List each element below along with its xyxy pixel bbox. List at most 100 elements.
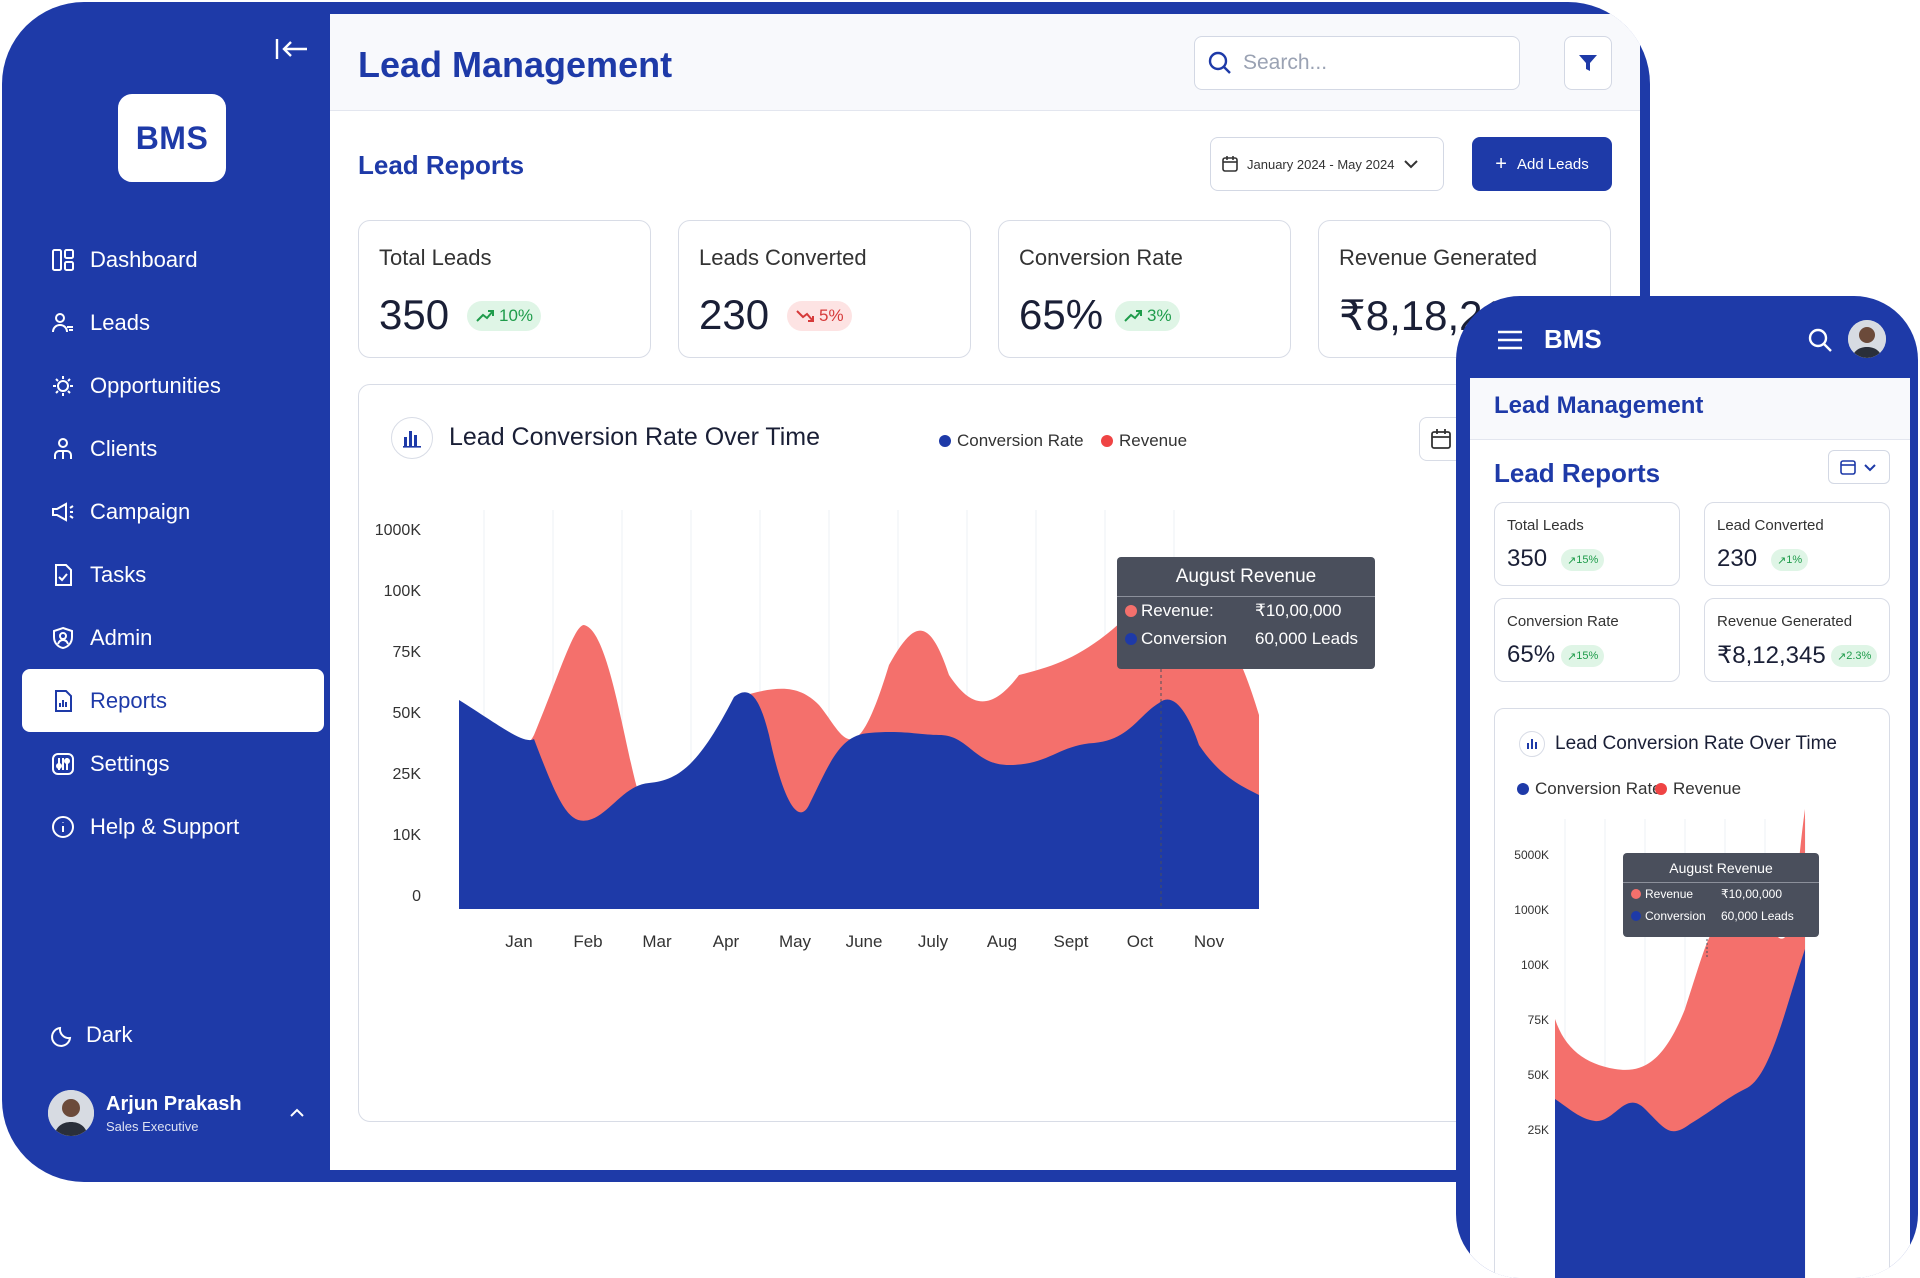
- sidebar-item-clients[interactable]: Clients: [22, 417, 324, 480]
- mobile-app: BMS Lead Management Lead Reports Total L…: [1456, 296, 1918, 1278]
- search-input[interactable]: [1243, 51, 1503, 75]
- x-tick-label: Sept: [1054, 932, 1089, 951]
- trend-badge: ↗ 15%: [1561, 549, 1605, 571]
- trend-badge: 5%: [787, 301, 852, 331]
- trend-badge: ↗ 15%: [1561, 645, 1605, 667]
- tooltip-row-revenue: Revenue ₹10,00,000: [1623, 883, 1819, 905]
- y-axis-ticks: 5000K 1000K 100K 75K 50K 25K: [1514, 848, 1549, 1137]
- trend-value: 15%: [1576, 650, 1599, 662]
- sidebar-item-dashboard[interactable]: Dashboard: [22, 228, 324, 291]
- trend-up-icon: ↗: [1567, 554, 1577, 567]
- conversion-area: [459, 692, 1259, 909]
- mobile-screen: Lead Management Lead Reports Total Leads…: [1470, 378, 1910, 1278]
- search-icon[interactable]: [1806, 326, 1834, 354]
- menu-icon[interactable]: [1496, 328, 1524, 352]
- y-tick-label: 1000K: [1514, 903, 1549, 917]
- stat-label: Revenue Generated: [1339, 245, 1538, 270]
- sidebar-item-settings[interactable]: Settings: [22, 732, 324, 795]
- x-tick-label: Apr: [713, 932, 740, 951]
- search-box[interactable]: [1194, 36, 1520, 90]
- stat-value: 65%: [1019, 291, 1104, 338]
- brand-logo: BMS: [118, 94, 226, 182]
- y-tick-label: 1000K: [375, 522, 422, 539]
- date-range-picker[interactable]: January 2024 - May 2024: [1210, 137, 1444, 191]
- y-tick-label: 10K: [393, 827, 422, 844]
- sidebar-item-label: Tasks: [90, 561, 147, 587]
- x-axis-ticks: Jan Feb Mar Apr May June July Aug Sept Oct Nov: [505, 932, 1224, 951]
- chart-tooltip: August Revenue Revenue: ₹10,00,000 Conver…: [1117, 557, 1375, 669]
- y-tick-label: 0: [412, 888, 421, 905]
- lightbulb-icon: [53, 375, 73, 396]
- chevron-up-icon[interactable]: [286, 1102, 308, 1124]
- filter-button[interactable]: [1564, 36, 1612, 90]
- sidebar-item-reports[interactable]: Reports: [22, 669, 324, 732]
- chevron-down-icon: [1404, 160, 1418, 169]
- search-icon: [1208, 51, 1231, 74]
- desktop-app: BMS Dashboard Leads Opportunities Client…: [2, 2, 1650, 1182]
- x-tick-label: Jan: [505, 932, 532, 951]
- trend-badge: 3%: [1115, 301, 1180, 331]
- tooltip-label: Conversion: [1645, 909, 1706, 923]
- stat-card-total-leads: Total Leads 350 10%: [358, 220, 651, 358]
- trend-up-icon: ↗: [1837, 650, 1847, 663]
- add-leads-button[interactable]: + Add Leads: [1472, 137, 1612, 191]
- bar-chart-icon: [1519, 731, 1545, 757]
- chevron-down-icon: [1864, 464, 1876, 472]
- stat-value: 65%: [1507, 641, 1556, 668]
- megaphone-icon: [52, 501, 74, 522]
- sidebar-item-campaign[interactable]: Campaign: [22, 480, 324, 543]
- legend-label: Revenue: [1673, 779, 1742, 798]
- trend-value: 10%: [499, 306, 534, 325]
- dark-mode-toggle[interactable]: Dark: [50, 1022, 132, 1048]
- mobile-chart-title: Lead Conversion Rate Over Time: [1555, 733, 1837, 754]
- legend-revenue: Revenue: [1655, 779, 1741, 799]
- settings-icon: [52, 752, 74, 775]
- tooltip-value: ₹10,00,000: [1721, 887, 1783, 901]
- stat-value: ₹8,12,345: [1717, 642, 1826, 669]
- sidebar-item-admin[interactable]: Admin: [22, 606, 324, 669]
- legend-label: Conversion Rate: [957, 431, 1084, 450]
- user-profile[interactable]: Arjun Prakash Sales Executive: [48, 1088, 308, 1138]
- stat-value: 230: [699, 291, 770, 338]
- trend-badge: ↗ 2.3%: [1831, 645, 1878, 667]
- trend-value: 3%: [1147, 306, 1172, 325]
- sidebar-item-opportunities[interactable]: Opportunities: [22, 354, 324, 417]
- trend-value: 1%: [1786, 554, 1803, 566]
- avatar[interactable]: [1848, 320, 1886, 358]
- legend-conversion: Conversion Rate: [939, 431, 1084, 451]
- calendar-icon: [1222, 156, 1238, 172]
- trend-badge: ↗ 1%: [1771, 549, 1809, 571]
- chart-card: Lead Conversion Rate Over Time Conversio…: [358, 384, 1628, 1122]
- stat-card-leads-converted: Leads Converted 230 5%: [678, 220, 971, 358]
- tooltip-dot: [1631, 911, 1641, 921]
- section-title: Lead Reports: [358, 150, 525, 180]
- filter-icon: [1579, 55, 1597, 71]
- area-chart: 0 10K 25K 50K 75K 100K 1000K Jan Feb Mar Apr May Ju…: [375, 510, 1259, 951]
- dark-mode-label: Dark: [86, 1022, 133, 1047]
- stat-value: 350: [1507, 545, 1548, 572]
- x-tick-label: Oct: [1127, 932, 1154, 951]
- sidebar-item-leads[interactable]: Leads: [22, 291, 324, 354]
- trend-badge: 10%: [467, 301, 542, 331]
- x-tick-label: Aug: [987, 932, 1017, 951]
- mobile-stat-total-leads: Total Leads 350 ↗ 15%: [1494, 502, 1680, 586]
- legend-label: Conversion Rate: [1535, 779, 1662, 798]
- mobile-area-chart: 5000K 1000K 100K 75K 50K 25K: [1514, 809, 1806, 1278]
- user-role: Sales Executive: [106, 1118, 199, 1134]
- mobile-stat-lead-converted: Lead Converted 230 ↗ 1%: [1704, 502, 1890, 586]
- chart-title: Lead Conversion Rate Over Time: [449, 423, 821, 451]
- sidebar-item-help-support[interactable]: Help & Support: [22, 795, 324, 858]
- collapse-sidebar-icon[interactable]: [274, 36, 310, 62]
- y-tick-label: 50K: [1528, 1068, 1549, 1082]
- tooltip-label: Revenue:: [1141, 601, 1214, 620]
- stat-value: 350: [379, 291, 450, 338]
- sidebar-item-label: Dashboard: [90, 246, 198, 272]
- x-tick-label: June: [846, 932, 883, 951]
- sidebar-item-label: Clients: [90, 435, 158, 461]
- stat-value: 230: [1717, 545, 1758, 572]
- mobile-date-picker[interactable]: [1828, 450, 1890, 484]
- tooltip-label: Revenue: [1645, 887, 1694, 901]
- mobile-stat-conversion-rate: Conversion Rate 65% ↗ 15%: [1494, 598, 1680, 682]
- x-tick-label: Nov: [1194, 932, 1225, 951]
- sidebar-item-tasks[interactable]: Tasks: [22, 543, 324, 606]
